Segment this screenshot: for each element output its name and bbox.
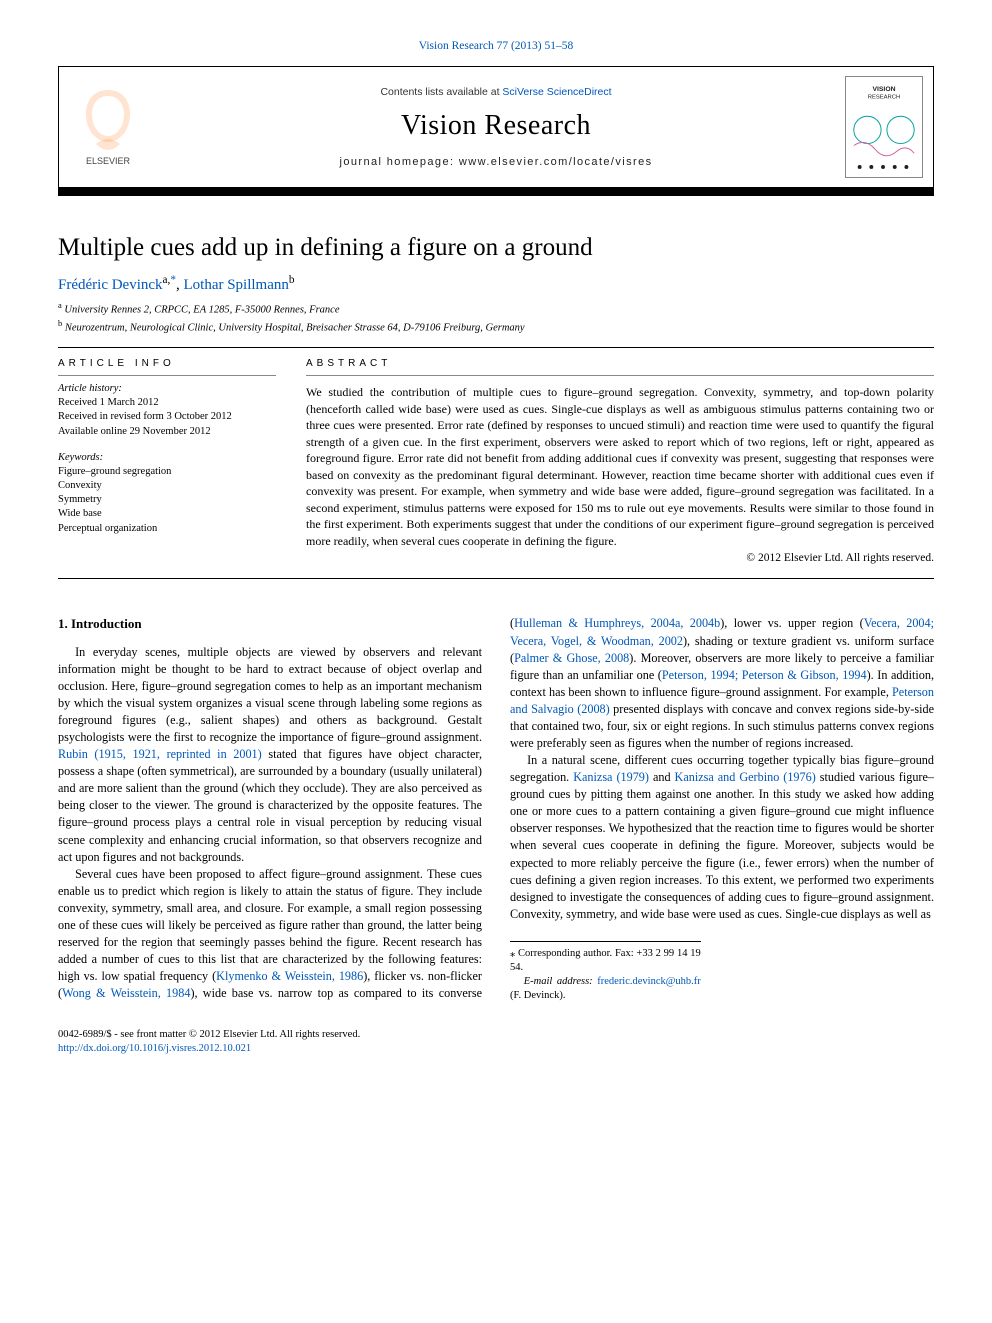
abstract-text: We studied the contribution of multiple …	[306, 384, 934, 549]
sciencedirect-link[interactable]: SciVerse ScienceDirect	[502, 86, 611, 98]
abstract-rule	[306, 375, 934, 376]
body-paragraph: In everyday scenes, multiple objects are…	[58, 644, 482, 866]
abstract-copyright: © 2012 Elsevier Ltd. All rights reserved…	[306, 552, 934, 564]
journal-name: Vision Research	[401, 110, 591, 142]
keyword: Perceptual organization	[58, 522, 276, 536]
journal-homepage-line: journal homepage: www.elsevier.com/locat…	[340, 156, 653, 168]
history-heading: Article history:	[58, 382, 276, 396]
top-citation-link[interactable]: Vision Research 77 (2013) 51–58	[419, 40, 574, 52]
author-name-2: Lothar Spillmann	[183, 277, 288, 293]
contents-prefix: Contents lists available at	[380, 86, 502, 98]
article-history: Article history: Received 1 March 2012 R…	[58, 382, 276, 439]
affiliation-1: a University Rennes 2, CRPCC, EA 1285, F…	[58, 300, 934, 316]
top-citation: Vision Research 77 (2013) 51–58	[58, 40, 934, 52]
email-suffix: (F. Devinck).	[510, 990, 565, 1001]
doi-link[interactable]: http://dx.doi.org/10.1016/j.visres.2012.…	[58, 1043, 251, 1054]
journal-cover-cell: VISION RESEARCH	[835, 67, 933, 187]
abstract-column: abstract We studied the contribution of …	[306, 348, 934, 564]
affiliation-2: b Neurozentrum, Neurological Clinic, Uni…	[58, 318, 934, 334]
info-abstract-row: article info Article history: Received 1…	[58, 348, 934, 564]
ref-link[interactable]: Hulleman & Humphreys, 2004a, 2004b	[514, 616, 720, 630]
journal-cover-icon: VISION RESEARCH	[845, 76, 923, 178]
top-citation-journal: Vision Research	[419, 40, 494, 52]
keywords-block: Keywords: Figure–ground segregation Conv…	[58, 451, 276, 536]
svg-text:RESEARCH: RESEARCH	[868, 95, 900, 101]
page-footer: 0042-6989/$ - see front matter © 2012 El…	[58, 1028, 934, 1056]
elsevier-label: ELSEVIER	[86, 156, 131, 166]
email-label: E-mail address:	[524, 976, 598, 987]
ref-link[interactable]: Wong & Weisstein, 1984	[62, 986, 190, 1000]
ref-link[interactable]: Palmer & Ghose, 2008	[514, 651, 629, 665]
section-heading-intro: 1. Introduction	[58, 615, 482, 633]
ref-link[interactable]: Kanizsa (1979)	[573, 770, 649, 784]
article-info-column: article info Article history: Received 1…	[58, 348, 276, 564]
corr-line: ⁎ Corresponding author. Fax: +33 2 99 14…	[510, 947, 701, 975]
keyword: Figure–ground segregation	[58, 465, 276, 479]
body-paragraph: In a natural scene, different cues occur…	[510, 752, 934, 923]
article-title: Multiple cues add up in defining a figur…	[58, 234, 934, 262]
info-rule	[58, 375, 276, 376]
top-citation-pages: 77 (2013) 51–58	[497, 40, 574, 52]
keyword: Convexity	[58, 479, 276, 493]
contents-available-line: Contents lists available at SciVerse Sci…	[380, 86, 611, 98]
header-rule	[58, 188, 934, 196]
keyword: Symmetry	[58, 493, 276, 507]
mid-rule	[58, 578, 934, 579]
ref-link-rubin[interactable]: Rubin (1915, 1921, reprinted in 2001)	[58, 747, 262, 761]
article-info-heading: article info	[58, 348, 276, 375]
header-center: Contents lists available at SciVerse Sci…	[157, 67, 835, 187]
author-link-1[interactable]: Frédéric Devinck	[58, 277, 163, 293]
email-link[interactable]: frederic.devinck@uhb.fr	[597, 976, 701, 987]
author-aff-1: a,*	[163, 274, 176, 286]
history-line: Received in revised form 3 October 2012	[58, 410, 276, 424]
author-aff-2: b	[289, 274, 295, 286]
author-list: Frédéric Devincka,*, Lothar Spillmannb	[58, 274, 934, 294]
issn-line: 0042-6989/$ - see front matter © 2012 El…	[58, 1028, 934, 1042]
publisher-logo-cell: ELSEVIER	[59, 67, 157, 187]
author-link-2[interactable]: Lothar Spillmann	[183, 277, 288, 293]
ref-link[interactable]: Kanizsa and Gerbino (1976)	[675, 770, 816, 784]
keywords-heading: Keywords:	[58, 451, 276, 465]
history-line: Received 1 March 2012	[58, 396, 276, 410]
keyword: Wide base	[58, 507, 276, 521]
author-name-1: Frédéric Devinck	[58, 277, 163, 293]
corr-email-line: E-mail address: frederic.devinck@uhb.fr …	[510, 975, 701, 1003]
homepage-url: www.elsevier.com/locate/visres	[459, 156, 653, 168]
body-columns: 1. Introduction In everyday scenes, mult…	[58, 615, 934, 1003]
corresponding-author-block: ⁎ Corresponding author. Fax: +33 2 99 14…	[510, 941, 701, 1004]
ref-link[interactable]: Klymenko & Weisstein, 1986	[216, 969, 363, 983]
abstract-heading: abstract	[306, 348, 934, 375]
journal-header: ELSEVIER Contents lists available at Sci…	[58, 66, 934, 188]
ref-link[interactable]: Peterson, 1994; Peterson & Gibson, 1994	[662, 668, 867, 682]
svg-text:VISION: VISION	[872, 86, 895, 93]
history-line: Available online 29 November 2012	[58, 425, 276, 439]
elsevier-logo-icon: ELSEVIER	[74, 84, 142, 170]
homepage-prefix: journal homepage:	[340, 156, 459, 168]
